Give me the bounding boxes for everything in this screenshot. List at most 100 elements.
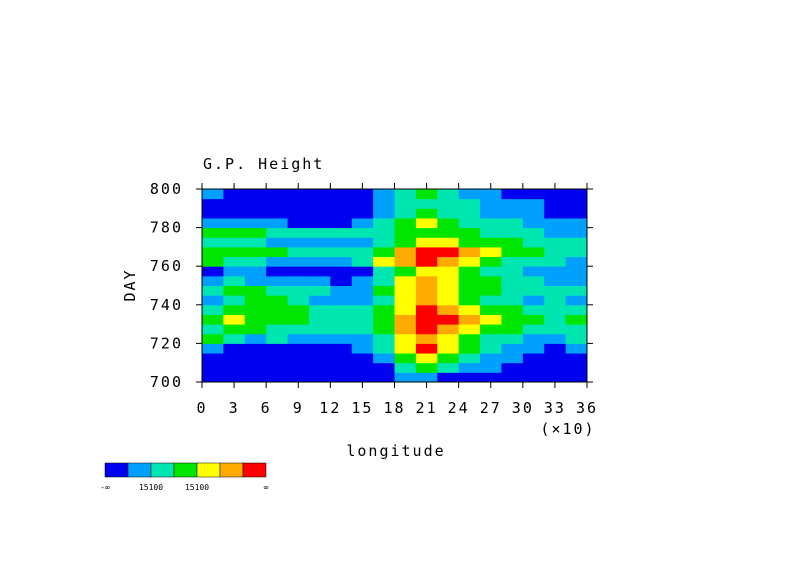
heat-cell [544,362,567,373]
heat-cell [202,227,224,238]
heat-cell [373,266,395,277]
heat-cell [501,324,524,335]
heat-cell [544,295,567,306]
colorbar-swatch [173,462,198,478]
heat-cell [223,362,246,373]
heat-cell [544,208,567,219]
heat-cell [330,285,353,296]
heat-cell [202,285,224,296]
heat-cell [394,304,417,315]
heat-cell [202,295,224,306]
heat-cell [458,324,481,335]
heat-cell [330,362,353,373]
heat-cell [415,227,438,238]
x-axis-label: longitude [346,442,445,460]
heat-cell [287,314,310,325]
heat-cell [266,208,289,219]
heat-cell [202,208,224,219]
heat-cell [458,237,481,248]
heat-cell [223,285,246,296]
heat-cell [266,333,289,344]
heat-cell [415,246,438,258]
colorbar-swatch [196,462,221,478]
heat-cell [565,324,588,335]
heat-cell [244,246,267,258]
heat-cell [480,314,502,325]
heat-cell [287,362,310,373]
heat-cell [458,256,481,267]
heat-cell [223,324,246,335]
heat-cell [394,353,417,364]
heat-cell [308,217,331,229]
heat-cell [266,227,289,238]
heat-cell [287,237,310,248]
heat-cell [415,295,438,306]
heat-cell [373,227,395,238]
heat-cell [266,266,289,277]
heat-cell [223,217,246,229]
heat-cell [308,275,331,286]
heat-cell [501,353,524,364]
heat-cell [565,295,588,306]
heat-cell [437,246,460,258]
heat-cell [287,189,310,200]
heat-cell [330,304,353,315]
heat-cell [351,198,374,209]
heat-cell [544,343,567,354]
heat-cell [351,314,374,325]
heat-cell [202,217,224,229]
heat-cell [415,314,438,325]
heat-cell [202,362,224,373]
heat-cell [480,256,502,267]
heat-cell [415,275,438,286]
heat-cell [287,198,310,209]
heat-cell [522,324,545,335]
heat-cell [501,285,524,296]
heat-cell [308,304,331,315]
heat-cell [480,275,502,286]
y-tick-label: 720 [150,334,183,352]
heat-cell [480,372,502,383]
heat-cell [287,227,310,238]
heat-cell [437,353,460,364]
x-tick-label: 18 [383,399,405,417]
heat-cell [394,372,417,383]
heat-cell [308,314,331,325]
heat-cell [330,217,353,229]
heat-cell [202,372,224,383]
heat-cell [330,266,353,277]
heat-cell [437,295,460,306]
heat-cell [394,285,417,296]
heat-cell [266,275,289,286]
heat-cell [394,343,417,354]
heat-cell [373,246,395,258]
heat-cell [480,266,502,277]
heat-cell [244,372,267,383]
heat-cell [415,333,438,344]
heat-cell [202,256,224,267]
colorbar-swatch [104,462,129,478]
heat-cell [394,362,417,373]
heat-cell [244,295,267,306]
heat-cell [565,217,588,229]
heat-cell [373,189,395,200]
x-tick-label: 33 [544,399,566,417]
heat-cell [202,333,224,344]
heat-cell [244,362,267,373]
heat-cell [223,372,246,383]
heat-cell [522,189,545,200]
heat-cell [437,362,460,373]
heat-cell [544,256,567,267]
x-tick-label: 21 [416,399,438,417]
colorbar-label: ∞ [264,483,269,492]
heat-cell [501,343,524,354]
heat-cell [437,333,460,344]
colorbar-label: 15100 [139,483,163,492]
heat-cell [458,362,481,373]
heat-cell [223,256,246,267]
heat-cell [415,324,438,335]
heat-cell [351,227,374,238]
heat-cell [308,372,331,383]
heat-cell [394,256,417,267]
x-tick-label: 15 [351,399,373,417]
